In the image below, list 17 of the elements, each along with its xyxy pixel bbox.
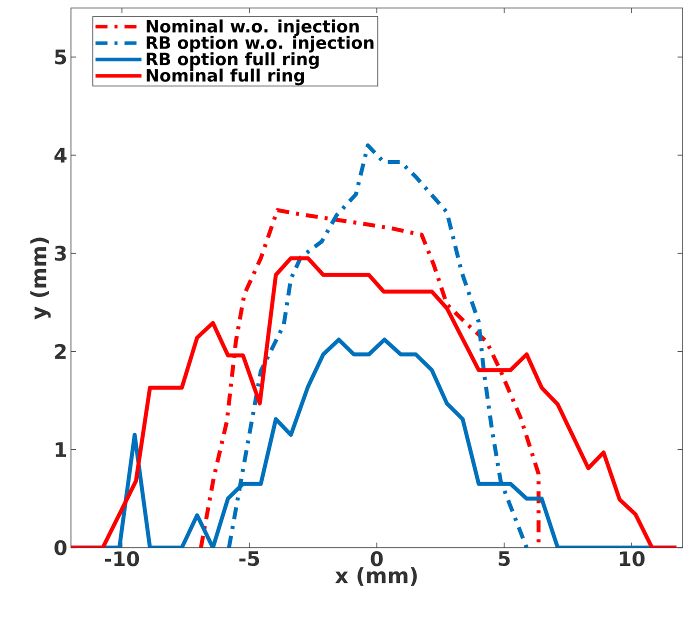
y-tick-label: 4: [54, 148, 67, 163]
x-tick-label: 5: [498, 551, 510, 566]
x-tick-label: 10: [620, 551, 645, 566]
x-tick-label: 0: [370, 551, 383, 566]
x-tick-label: -10: [104, 551, 140, 566]
legend-label: Nominal full ring: [146, 68, 304, 86]
y-tick-label: 5: [55, 50, 66, 65]
y-tick-label: 1: [56, 442, 66, 458]
y-tick-label: 3: [54, 246, 66, 262]
y-tick-label: 2: [55, 344, 66, 360]
y-axis-title: y (mm): [30, 238, 51, 320]
legend-label: RB option full ring: [146, 52, 319, 70]
x-tick-label: -5: [239, 551, 260, 566]
y-tick-label: 0: [54, 540, 66, 556]
legend-label: RB option w.o. injection: [146, 36, 374, 53]
legend-label: Nominal w.o. injection: [146, 20, 359, 36]
x-axis-title: x (mm): [335, 567, 417, 586]
